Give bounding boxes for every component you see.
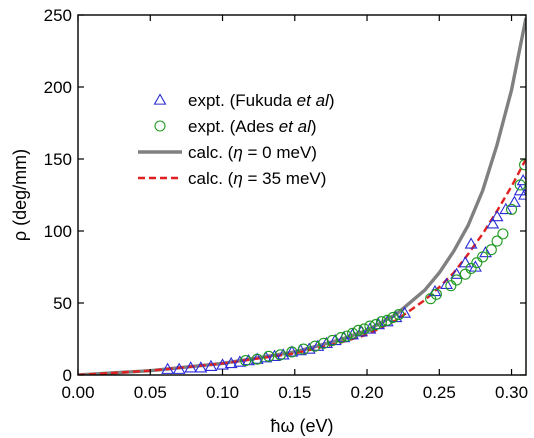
data-point-circle-15 [370,319,382,331]
data-point-circle-0 [240,355,252,367]
data-point-circle-27 [477,251,489,263]
y-tick-label-1: 50 [53,294,72,313]
y-tick-label-5: 250 [44,6,72,25]
data-point-circle-9 [335,332,347,344]
data-point-triangle-2 [184,361,198,373]
data-point-triangle-37 [507,195,521,207]
data-point-triangle-0 [161,362,175,374]
data-point-triangle-31 [464,237,478,249]
legend-entry-3: calc. (η = 35 meV) [138,169,326,188]
data-point-triangle-26 [398,306,412,318]
data-point-circle-25 [465,262,477,274]
legend-marker-circle [154,120,166,132]
x-tick-label-2: 0.10 [206,383,239,402]
y-tick-label-2: 100 [44,222,72,241]
data-point-circle-26 [471,257,483,269]
data-point-circle-11 [347,327,359,339]
data-point-circle-23 [451,274,463,286]
axis-ticks: 0.00 0.05 0.10 0.15 0.20 0.25 0.30 0 50 100 150 200… [44,6,528,402]
data-point-triangle-10 [259,351,273,363]
data-point-circle-18 [387,311,399,323]
data-point-triangle-29 [450,267,464,279]
data-point-triangle-30 [458,256,472,268]
x-tick-label-1: 0.05 [134,383,167,402]
legend: expt. (Fukuda et al) expt. (Ades et al) ca… [138,91,334,188]
x-tick-label-6: 0.30 [495,383,528,402]
series-line-3 [78,158,526,375]
data-point-circle-29 [491,235,503,247]
legend-entry-1: expt. (Ades et al) [154,117,317,136]
data-point-circle-14 [364,320,376,332]
y-tick-label-4: 200 [44,78,72,97]
data-point-triangle-14 [294,343,308,356]
data-point-circle-22 [445,280,457,292]
data-point-circle-3 [274,349,286,361]
data-point-circle-12 [352,324,364,336]
legend-marker-triangle [153,93,167,105]
data-point-circle-28 [485,244,497,256]
data-point-circle-21 [430,288,442,300]
x-tick-label-3: 0.15 [278,383,311,402]
x-tick-label-5: 0.25 [423,383,456,402]
x-tick-label-0: 0.00 [61,383,94,402]
data-point-triangle-6 [224,356,238,369]
data-point-triangle-1 [172,362,186,374]
data-point-circle-31 [505,203,518,215]
data-point-triangle-40 [518,188,526,200]
data-point-triangle-38 [513,184,526,196]
y-tick-label-0: 0 [63,366,72,385]
plot-area [78,17,526,375]
data-point-triangle-35 [490,209,504,222]
data-point-triangle-36 [499,202,513,215]
data-point-circle-1 [251,353,263,365]
data-point-circle-2 [263,350,275,362]
data-point-triangle-34 [486,217,500,229]
data-point-triangle-11 [268,349,281,361]
data-point-circle-32 [514,179,526,191]
plot-frame [77,14,527,376]
data-point-triangle-4 [204,359,218,372]
data-point-circle-5 [297,343,309,355]
data-point-triangle-9 [250,352,264,364]
legend-label-0: expt. (Fukuda et al) [188,91,334,110]
data-point-circle-13 [358,323,370,335]
data-point-circle-20 [425,293,437,305]
data-point-circle-33 [519,159,526,171]
y-axis-label: ρ (deg/mm) [10,149,30,241]
y-tick-label-3: 150 [44,150,72,169]
data-point-circle-19 [393,308,405,321]
data-point-triangle-13 [285,345,299,357]
legend-entry-0: expt. (Fukuda et al) [153,91,334,110]
data-point-triangle-7 [233,355,247,367]
legend-entry-2: calc. (η = 0 meV) [138,143,317,162]
data-point-triangle-3 [194,361,208,373]
data-point-circle-10 [341,330,353,342]
x-tick-label-4: 0.20 [350,383,383,402]
data-point-circle-30 [497,228,509,240]
x-axis-label: ħω (eV) [270,416,333,436]
legend-label-3: calc. (η = 35 meV) [188,169,326,188]
series-line-2 [78,17,526,375]
data-point-triangle-15 [302,342,316,354]
data-point-circle-4 [286,346,298,358]
legend-label-2: calc. (η = 0 meV) [188,143,317,162]
data-point-triangle-21 [354,325,368,337]
data-point-circle-16 [375,316,388,328]
data-point-circle-24 [459,268,471,280]
data-point-circle-17 [381,314,393,326]
legend-label-1: expt. (Ades et al) [188,117,317,136]
